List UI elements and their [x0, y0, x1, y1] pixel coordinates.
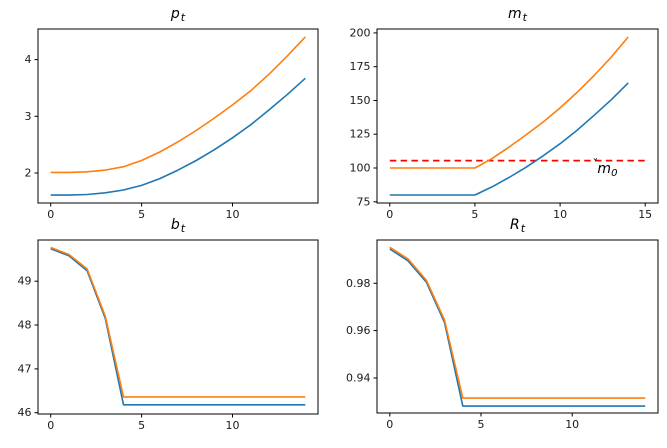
subplot-0-series-blue [50, 77, 306, 196]
subplot-1-y-tick-label: 100 [350, 162, 371, 175]
subplot-pt-title-base: p [170, 6, 180, 22]
subplot-3-series-blue [389, 248, 646, 407]
subplot-1-x-tick-label: 15 [638, 208, 652, 221]
subplot-3-series-orange [389, 246, 646, 399]
subplot-1-x-tick-label: 0 [386, 208, 393, 221]
m0-annotation-sub: 0 [611, 167, 618, 179]
subplot-1-frame [376, 28, 659, 204]
subplot-2-x-tick-label: 5 [138, 419, 145, 432]
subplot-2-x-tick-label: 10 [226, 419, 240, 432]
subplot-rt-title: Rt [510, 217, 525, 237]
subplot-2-series-orange [50, 246, 306, 398]
subplot-1-series-blue [389, 82, 629, 196]
subplot-3-y-tick-label: 0.94 [346, 372, 371, 385]
subplot-0-y-tick-label: 2 [25, 167, 32, 180]
subplot-2-y-tick-label: 47 [18, 362, 32, 375]
subplot-1-y-tick-label: 150 [350, 94, 371, 107]
subplot-rt-title-base: R [509, 217, 520, 233]
subplot-1-series-orange [389, 36, 629, 169]
subplot-1-y-tick-label: 125 [350, 128, 371, 141]
subplot-3-y-tick-label: 0.96 [346, 324, 371, 337]
subplot-0-frame [37, 28, 319, 204]
subplot-pt-title-sub: t [180, 11, 186, 24]
subplot-1-y-tick-label: 175 [350, 60, 371, 73]
subplot-0-y-tick-label: 3 [25, 110, 32, 123]
subplot-2-frame [37, 239, 319, 415]
subplot-2-y-tick-label: 49 [18, 275, 32, 288]
m0-annotation-base: m [597, 160, 612, 177]
subplot-bt-title-sub: t [180, 222, 186, 235]
subplot-3-x-tick-label: 5 [478, 418, 485, 431]
subplot-0-series-orange [50, 36, 306, 174]
subplot-bt-title-base: b [170, 217, 180, 233]
subplot-pt-title: pt [171, 6, 185, 26]
subplot-mt-title: mt [508, 6, 527, 26]
subplot-2-y-tick-label: 48 [18, 319, 32, 332]
m0-annotation-caron: ˇ [592, 156, 599, 171]
subplot-3-x-tick-label: 0 [386, 418, 393, 431]
subplot-mt-title-base: m [508, 6, 522, 22]
subplot-bt-title: bt [171, 217, 185, 237]
subplot-0-x-tick-label: 5 [138, 208, 145, 221]
subplot-3-frame [376, 239, 659, 414]
subplot-3-y-tick-label: 0.98 [346, 277, 371, 290]
subplot-1-y-tick-label: 75 [357, 195, 371, 208]
m0-annotation: ˇm0 [592, 157, 618, 181]
subplot-2-x-tick-label: 0 [47, 419, 54, 432]
subplot-0-y-tick-label: 4 [25, 53, 32, 66]
subplot-1-x-tick-label: 5 [471, 208, 478, 221]
subplot-3-x-tick-label: 10 [565, 418, 579, 431]
subplot-rt-title-sub: t [520, 222, 526, 235]
subplot-1-y-tick-label: 200 [350, 26, 371, 39]
subplot-2-y-tick-label: 46 [18, 406, 32, 419]
subplot-1-x-tick-label: 10 [553, 208, 567, 221]
subplot-mt-title-sub: t [522, 11, 527, 24]
subplot-0-x-tick-label: 10 [226, 208, 240, 221]
subplot-0-x-tick-label: 0 [47, 208, 54, 221]
